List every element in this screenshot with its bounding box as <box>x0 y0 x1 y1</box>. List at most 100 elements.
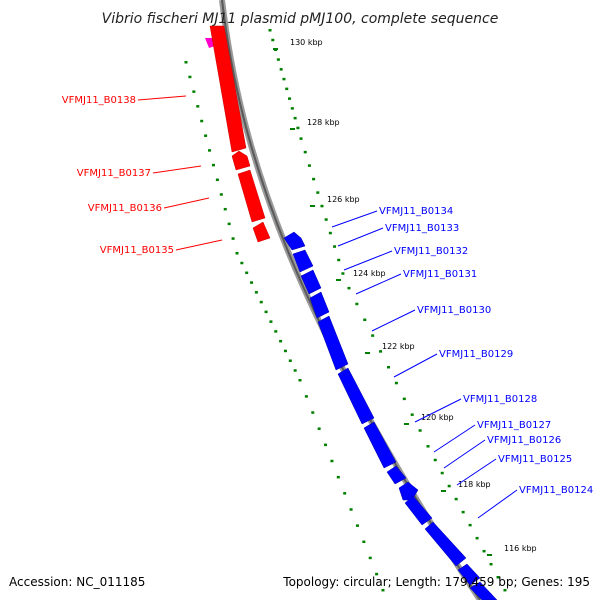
tick-dot <box>235 252 239 255</box>
tick-dot <box>371 334 375 337</box>
gene-arrow-forward <box>317 315 349 371</box>
gene-arrow-forward <box>469 581 498 600</box>
tick-dot <box>293 369 297 372</box>
gene-label-reverse: VFMJ11_B0136 <box>88 203 162 214</box>
tick-dot <box>299 137 303 140</box>
tick-dot <box>250 281 254 284</box>
tick-dot <box>363 318 367 322</box>
kbp-tick-label: 118 kbp <box>458 480 491 489</box>
tick-dot <box>304 395 308 398</box>
tick-dot <box>231 237 235 240</box>
kbp-tick-label: 126 kbp <box>327 195 360 204</box>
gene-arrow-reverse <box>209 25 247 153</box>
topology-text: Topology: circular; Length: 179,459 bp; … <box>282 575 590 589</box>
kbp-tick-mark <box>336 279 341 281</box>
tick-dot <box>379 350 383 353</box>
gene-arrow-reverse <box>252 221 271 243</box>
tick-dot <box>489 562 493 566</box>
kbp-tick-mark <box>487 554 492 556</box>
gene-label-leader <box>331 210 378 228</box>
kbp-tick-mark <box>441 490 446 492</box>
gene-label-leader <box>337 227 384 247</box>
tick-dot <box>188 75 192 79</box>
tick-dot <box>312 177 316 181</box>
gene-arrow-reverse <box>237 169 266 223</box>
gene-arrow-forward <box>457 563 481 586</box>
tick-dot <box>468 523 472 527</box>
gene-arrow-forward <box>309 291 330 319</box>
map-title: Vibrio fischeri MJ11 plasmid pMJ100, com… <box>102 11 499 27</box>
tick-dot <box>298 379 302 382</box>
tick-dot <box>200 119 204 123</box>
tick-dot <box>269 320 273 323</box>
gene-label-leader <box>175 239 223 251</box>
gene-label-forward: VFMJ11_B0126 <box>487 435 561 446</box>
tick-dot <box>433 458 437 462</box>
tick-dot <box>355 524 359 527</box>
tick-dot <box>440 471 444 475</box>
gene-label-leader <box>343 250 393 271</box>
gene-label-reverse: VFMJ11_B0135 <box>100 245 174 256</box>
tick-dot <box>341 272 345 275</box>
gene-label-forward: VFMJ11_B0134 <box>379 206 453 217</box>
gene-label-leader <box>137 95 187 101</box>
kbp-tick-label: 130 kbp <box>290 38 323 47</box>
gene-arrow-forward <box>283 231 306 251</box>
tick-dot <box>454 497 458 501</box>
tick-dot <box>296 126 300 130</box>
reverse-strand-genes <box>205 25 271 243</box>
gene-arrow-forward <box>337 367 375 425</box>
kbp-tick-mark <box>365 352 370 354</box>
gene-label-forward: VFMJ11_B0127 <box>477 420 551 431</box>
gene-label-leader <box>456 458 497 486</box>
tick-dot <box>343 492 347 495</box>
gene-arrow-forward <box>292 249 314 273</box>
tick-dot <box>288 97 292 100</box>
tick-dot <box>347 286 351 290</box>
tick-dot <box>211 163 215 167</box>
tick-dot <box>333 245 337 248</box>
gene-arrow-forward <box>386 465 407 485</box>
gene-label-forward: VFMJ11_B0124 <box>519 485 593 496</box>
kbp-tick-label: 124 kbp <box>353 269 386 278</box>
tick-dot <box>290 107 294 110</box>
gene-label-leader <box>152 165 202 174</box>
tick-dot <box>381 588 385 592</box>
gene-labels: VFMJ11_B0138 VFMJ11_B0137 VFMJ11_B0136 VFMJ… <box>62 95 593 519</box>
tick-dot <box>336 475 340 479</box>
tick-dot <box>311 411 315 414</box>
gene-arrow-forward <box>363 421 397 469</box>
tick-dot <box>324 218 328 221</box>
kbp-tick-label: 120 kbp <box>421 413 454 422</box>
tick-dot <box>240 261 244 265</box>
tick-dot <box>355 302 359 306</box>
tick-dot <box>375 572 379 576</box>
tick-dot <box>271 38 275 42</box>
gene-label-forward: VFMJ11_B0128 <box>463 394 537 405</box>
kbp-tick-label: 116 kbp <box>504 544 537 553</box>
tick-dot <box>316 191 320 194</box>
tick-dot <box>410 413 414 416</box>
kbp-tick-mark <box>273 48 278 50</box>
tick-dot <box>349 508 353 511</box>
gene-label-forward: VFMJ11_B0130 <box>417 305 491 316</box>
tick-dot <box>282 77 286 81</box>
tick-dot <box>268 29 272 32</box>
tick-dot <box>283 349 287 353</box>
gene-label-forward: VFMJ11_B0133 <box>385 223 459 234</box>
tick-dots <box>184 29 507 592</box>
tick-dot <box>264 310 268 314</box>
forward-strand-genes <box>283 231 498 600</box>
tick-dot <box>337 258 341 262</box>
tick-dot <box>317 427 321 430</box>
kbp-tick-label: 128 kbp <box>307 118 340 127</box>
tick-dot <box>330 459 334 463</box>
tick-dot <box>461 510 465 514</box>
kbp-ticks: 130 kbp 128 kbp 126 kbp 124 kbp 122 kbp 120 k… <box>273 38 537 556</box>
tick-dot <box>328 231 332 235</box>
tick-dot <box>285 87 289 91</box>
gene-label-leader <box>414 398 462 423</box>
tick-dot <box>418 429 422 432</box>
gene-label-leader <box>477 489 518 519</box>
